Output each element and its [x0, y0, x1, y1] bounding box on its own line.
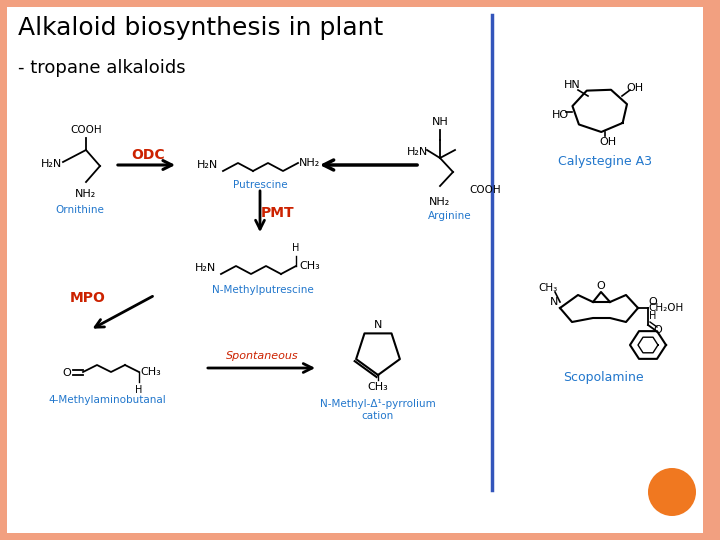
- Text: HN: HN: [564, 80, 580, 90]
- Text: 4-Methylaminobutanal: 4-Methylaminobutanal: [48, 395, 166, 405]
- Text: CH₂OH: CH₂OH: [649, 303, 683, 313]
- Text: CH₃: CH₃: [140, 367, 161, 377]
- Text: CH₃: CH₃: [368, 382, 388, 392]
- Text: Putrescine: Putrescine: [233, 180, 287, 190]
- Text: CH₃: CH₃: [300, 261, 320, 271]
- Text: Alkaloid biosynthesis in plant: Alkaloid biosynthesis in plant: [18, 16, 383, 40]
- Text: N-Methyl-Δ¹-pyrrolium: N-Methyl-Δ¹-pyrrolium: [320, 399, 436, 409]
- Bar: [703, 0, 720, 540]
- Text: H: H: [292, 243, 300, 253]
- Text: O: O: [654, 325, 662, 335]
- Text: Calystegine A3: Calystegine A3: [558, 156, 652, 168]
- Text: N: N: [374, 320, 382, 330]
- Text: MPO: MPO: [70, 291, 106, 305]
- Text: H₂N: H₂N: [197, 160, 219, 170]
- Text: N: N: [550, 297, 558, 307]
- Text: O: O: [597, 281, 606, 291]
- Text: OH: OH: [626, 83, 644, 93]
- Text: Ornithine: Ornithine: [55, 205, 104, 215]
- Text: Scopolamine: Scopolamine: [563, 372, 643, 384]
- Text: CH₃: CH₃: [539, 283, 557, 293]
- Text: N-Methylputrescine: N-Methylputrescine: [212, 285, 314, 295]
- Text: NH₂: NH₂: [429, 197, 451, 207]
- Text: OH: OH: [600, 137, 616, 147]
- Text: cation: cation: [362, 411, 394, 421]
- Text: PMT: PMT: [261, 206, 294, 220]
- Text: NH₂: NH₂: [298, 158, 320, 168]
- Text: HO: HO: [552, 110, 569, 120]
- Text: O: O: [649, 297, 657, 307]
- Text: - tropane alkaloids: - tropane alkaloids: [18, 59, 186, 77]
- Bar: [0, 0, 7, 540]
- Text: H₂N: H₂N: [406, 147, 428, 157]
- Text: H₂N: H₂N: [195, 263, 217, 273]
- Text: COOH: COOH: [469, 185, 500, 195]
- Text: NH₂: NH₂: [76, 189, 96, 199]
- Text: COOH: COOH: [70, 125, 102, 135]
- Text: NH: NH: [431, 117, 449, 127]
- Text: H: H: [135, 385, 143, 395]
- Circle shape: [648, 468, 696, 516]
- Text: ODC: ODC: [131, 148, 165, 162]
- Text: H: H: [649, 311, 657, 321]
- Text: H₂N: H₂N: [41, 159, 63, 169]
- Text: O: O: [63, 368, 71, 378]
- Bar: [0, 0, 720, 7]
- Bar: [0, 533, 720, 540]
- Text: Arginine: Arginine: [428, 211, 472, 221]
- Text: Spontaneous: Spontaneous: [225, 351, 298, 361]
